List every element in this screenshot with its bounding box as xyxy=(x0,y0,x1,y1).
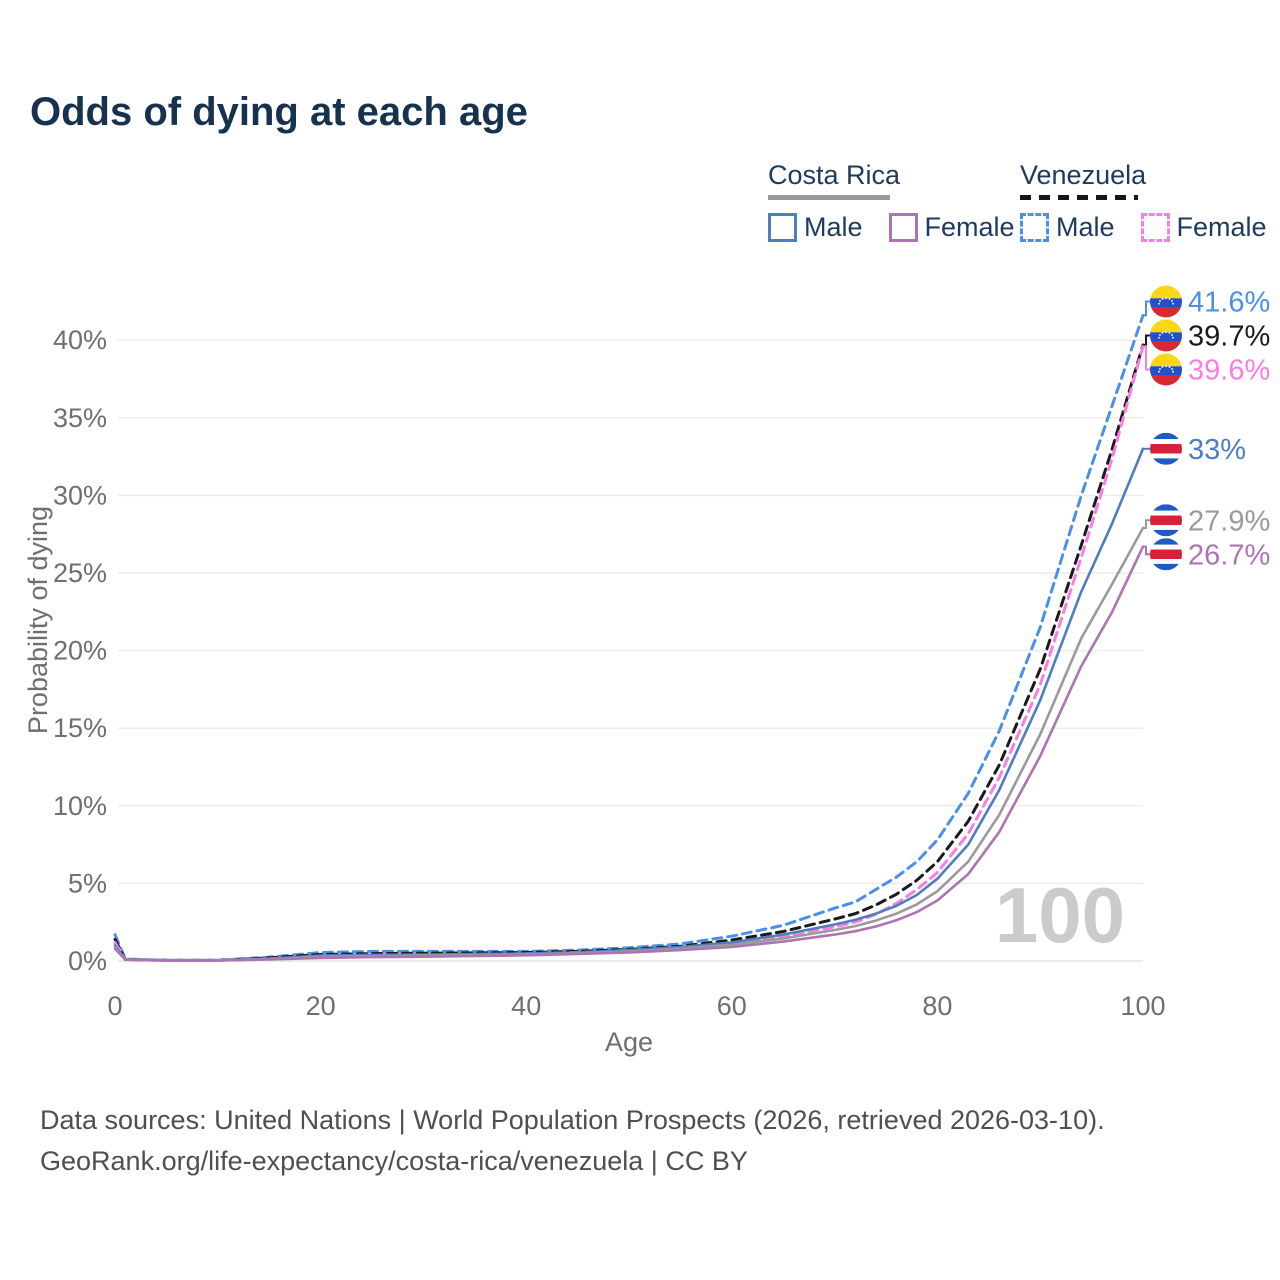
footer-data-sources: Data sources: United Nations | World Pop… xyxy=(40,1105,1105,1135)
end-value-label-venezuela-female: 39.6% xyxy=(1188,355,1270,387)
y-tick-label: 15% xyxy=(53,713,107,743)
flag-icon-costa-rica xyxy=(1150,504,1182,537)
page-title: Odds of dying at each age xyxy=(30,90,528,134)
y-tick-label: 20% xyxy=(53,636,107,666)
leader-line xyxy=(1143,334,1150,346)
end-value-label-venezuela-male: 41.6% xyxy=(1188,287,1270,319)
legend-label-venezuela-female: Female xyxy=(1176,212,1267,242)
end-value-label-costa-rica-male: 33% xyxy=(1188,434,1246,466)
x-tick-label: 100 xyxy=(1120,991,1165,1021)
leader-line xyxy=(1143,545,1150,556)
y-axis-title: Probability of dying xyxy=(23,506,53,734)
legend-item-costa-rica-male[interactable]: Male xyxy=(768,212,863,243)
legend-group-costa-rica: Costa Rica Male Female xyxy=(768,160,1015,243)
footer: Data sources: United Nations | World Pop… xyxy=(40,1100,1105,1182)
legend-country-venezuela: Venezuela xyxy=(1020,160,1147,190)
flag-icon-costa-rica xyxy=(1150,432,1182,465)
y-tick-label: 10% xyxy=(53,791,107,821)
end-value-label-venezuela-total: 39.7% xyxy=(1188,321,1270,353)
legend-item-venezuela-male[interactable]: Male xyxy=(1020,212,1115,243)
venezuela-line-style-sample xyxy=(1020,195,1138,200)
x-tick-label: 0 xyxy=(107,991,122,1021)
leader-line xyxy=(1143,300,1150,317)
flag-icon-venezuela xyxy=(1150,319,1182,352)
series-line-venezuela-male xyxy=(113,313,1145,962)
legend-item-venezuela-female[interactable]: Female xyxy=(1140,212,1267,243)
leader-line xyxy=(1143,519,1150,529)
legend-label-costa-rica-female: Female xyxy=(924,212,1015,242)
series-line-venezuela-total xyxy=(113,343,1145,962)
end-value-label-costa-rica-total: 27.9% xyxy=(1188,505,1270,537)
flag-icon-venezuela xyxy=(1150,285,1182,318)
legend-label-costa-rica-male: Male xyxy=(804,212,863,242)
series-line-venezuela-female xyxy=(113,344,1145,962)
x-tick-label: 60 xyxy=(717,991,747,1021)
footer-attribution: GeoRank.org/life-expectancy/costa-rica/v… xyxy=(40,1146,748,1176)
flag-icon-costa-rica xyxy=(1150,538,1182,571)
costa-rica-line-style-sample xyxy=(768,195,890,200)
venezuela-male-swatch-icon xyxy=(1020,213,1049,242)
y-tick-label: 35% xyxy=(53,403,107,433)
series-line-costa-rica-female xyxy=(113,545,1145,962)
series-line-costa-rica-total xyxy=(113,526,1145,962)
x-tick-label: 20 xyxy=(306,991,336,1021)
y-tick-label: 25% xyxy=(53,558,107,588)
y-tick-label: 30% xyxy=(53,480,107,510)
watermark-age-label: 100 xyxy=(995,871,1125,959)
costa-rica-female-swatch-icon xyxy=(888,213,918,242)
legend-label-venezuela-male: Male xyxy=(1056,212,1115,242)
venezuela-female-swatch-icon xyxy=(1140,213,1170,242)
x-axis-title: Age xyxy=(605,1027,653,1057)
legend-group-venezuela: Venezuela Male Female xyxy=(1020,160,1267,243)
leader-line xyxy=(1143,345,1150,371)
legend-item-costa-rica-female[interactable]: Female xyxy=(888,212,1015,243)
y-tick-label: 0% xyxy=(68,946,107,976)
y-tick-label: 40% xyxy=(53,325,107,355)
x-tick-label: 80 xyxy=(922,991,952,1021)
x-tick-label: 40 xyxy=(511,991,541,1021)
legend-country-costa-rica: Costa Rica xyxy=(768,160,901,190)
y-tick-label: 5% xyxy=(68,868,107,898)
flag-icon-venezuela xyxy=(1150,353,1182,386)
end-value-label-costa-rica-female: 26.7% xyxy=(1188,539,1270,571)
costa-rica-male-swatch-icon xyxy=(768,213,797,242)
